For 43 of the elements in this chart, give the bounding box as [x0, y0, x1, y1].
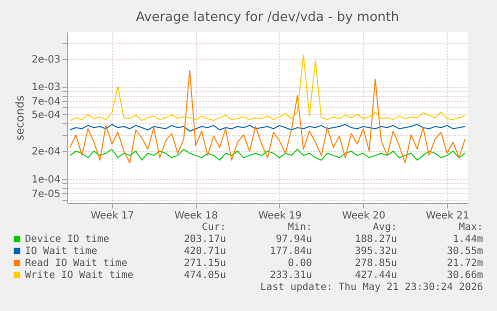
text: 21.72m	[446, 258, 483, 269]
text: Min:	[288, 222, 312, 233]
y-tick-label: 2e-04	[32, 146, 60, 158]
text: 474.05u	[184, 270, 226, 281]
text: 177.84u	[270, 246, 312, 257]
y-tick-label: 1e-04	[32, 174, 60, 186]
x-tick-label: Week 19	[258, 210, 302, 222]
y-axis-title: seconds	[14, 95, 27, 140]
text: 420.71u	[184, 246, 226, 257]
x-tick-label: Week 18	[174, 210, 218, 222]
text: 30.66m	[446, 270, 483, 281]
x-tick-label: Week 20	[342, 210, 386, 222]
y-tick-label: 7e-04	[32, 96, 60, 108]
text: 30.55m	[446, 246, 483, 257]
y-tick-label: 5e-04	[32, 110, 60, 121]
text: Cur:	[202, 222, 226, 233]
text: 97.94u	[276, 234, 312, 245]
y-tick-label: 7e-05	[32, 188, 60, 200]
text: 188.27u	[354, 234, 397, 245]
text: 278.85u	[354, 258, 397, 269]
y-tick-label: 2e-03	[32, 54, 60, 66]
legend-label: Write IO Wait time	[25, 270, 134, 281]
text: 203.17u	[184, 234, 226, 245]
line-series	[69, 70, 466, 164]
legend-label: Device IO time	[25, 234, 110, 245]
text: 0.00	[288, 258, 312, 269]
legend-label: Read IO Wait time	[25, 258, 128, 269]
line-series	[69, 124, 466, 132]
text: Last update: Thu May 21 23:30:24 2026	[260, 282, 483, 293]
y-tick-label: 1e-03	[32, 82, 60, 94]
text: 395.32u	[354, 246, 397, 257]
line-series	[69, 54, 466, 121]
chart-title: Average latency for /dev/vda - by month	[136, 10, 400, 25]
line-series	[69, 148, 466, 161]
text: Avg:	[372, 222, 397, 233]
x-tick-label: Week 21	[426, 210, 470, 222]
text: 233.31u	[270, 270, 312, 281]
text: 427.44u	[354, 270, 397, 281]
text: 271.15u	[184, 258, 226, 269]
legend-label: IO Wait time	[25, 246, 98, 257]
text: 1.44m	[452, 234, 483, 245]
x-tick-label: Week 17	[90, 210, 134, 222]
text: Max:	[458, 222, 483, 233]
